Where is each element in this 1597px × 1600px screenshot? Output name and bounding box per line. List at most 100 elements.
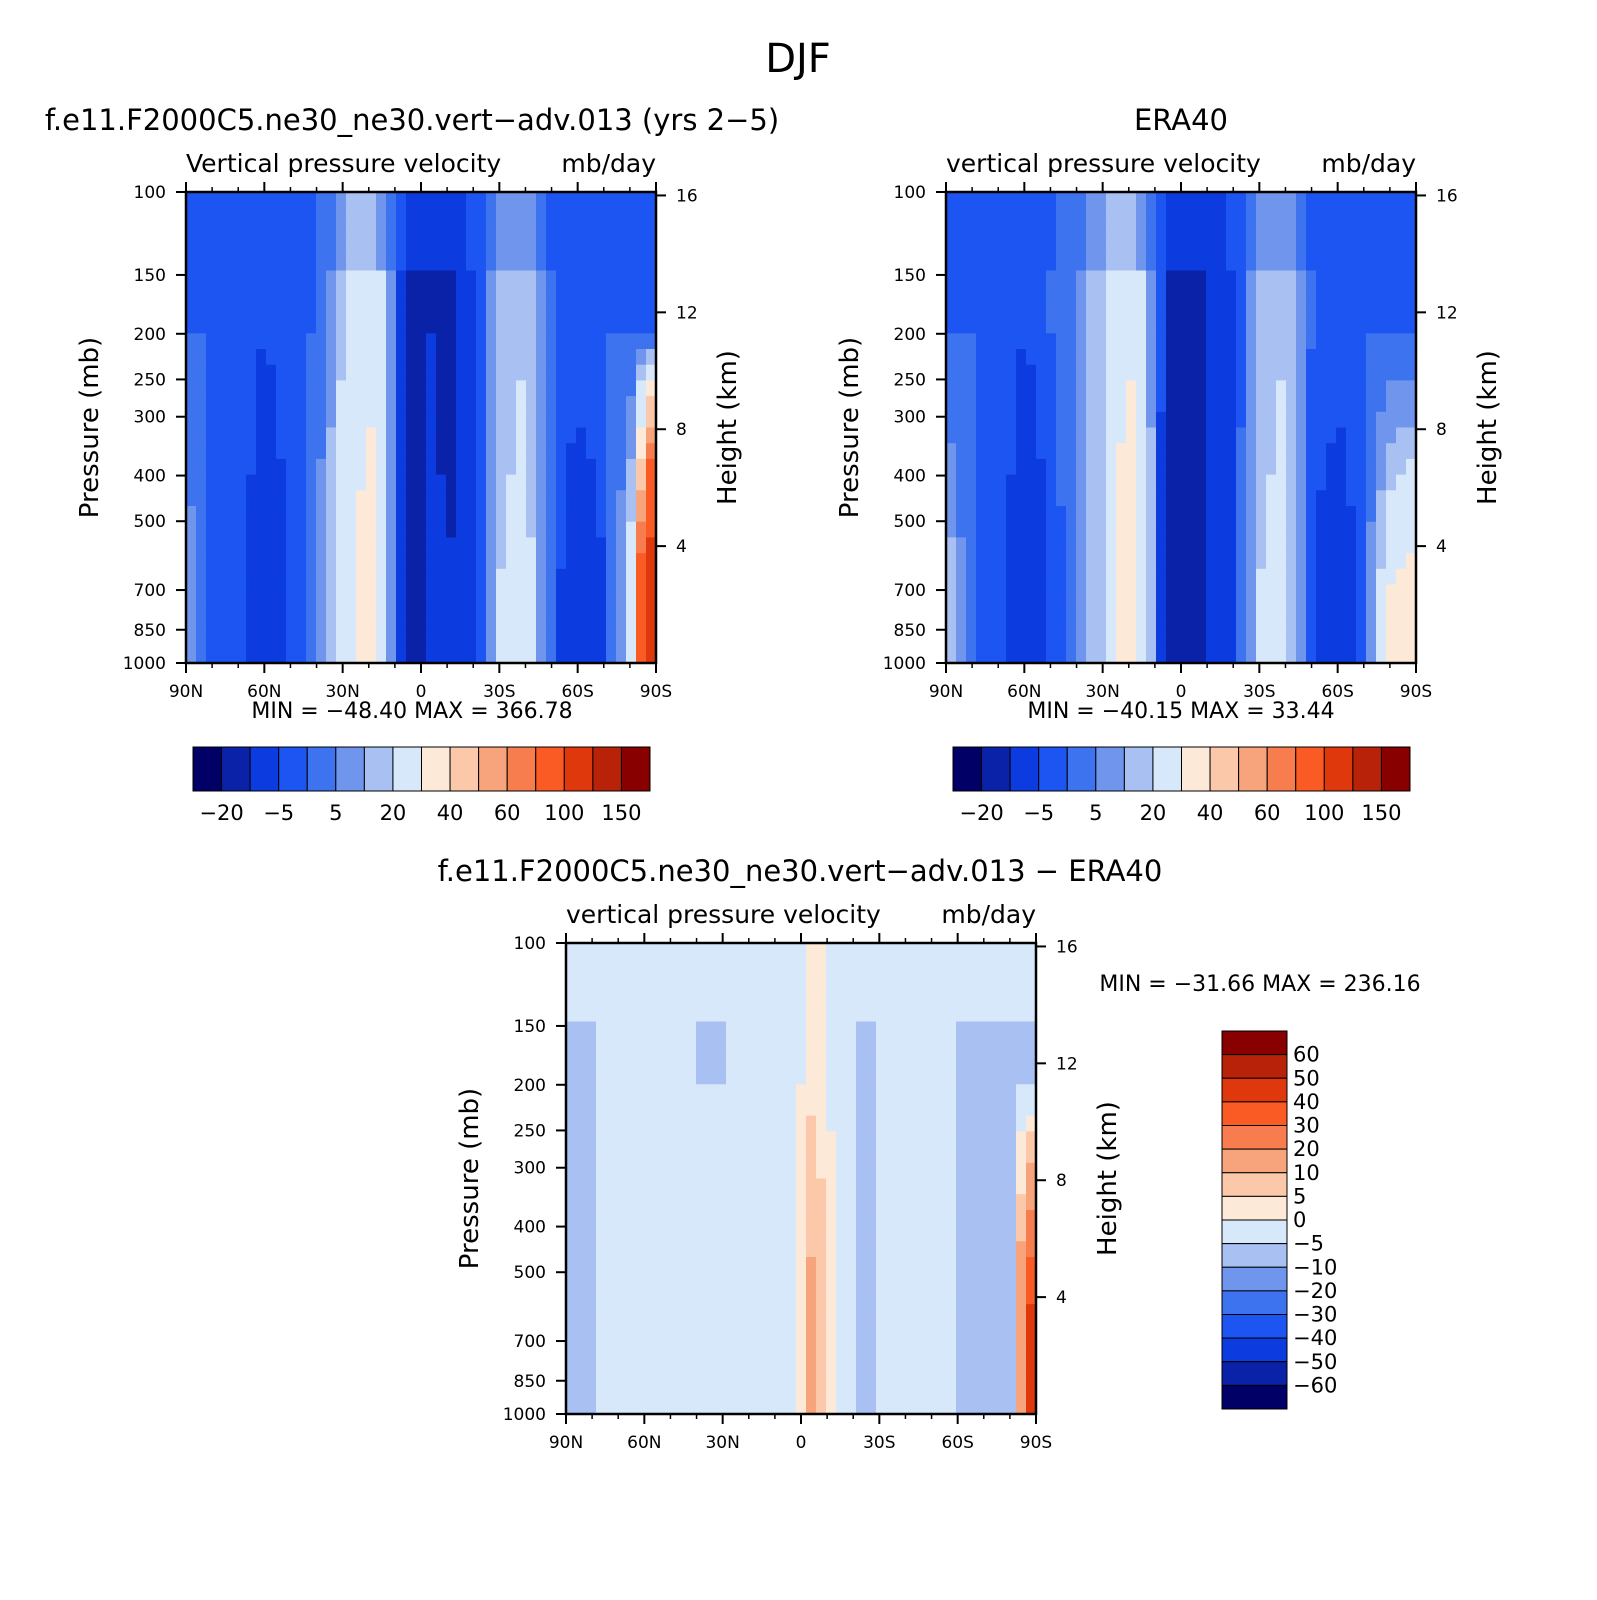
field-cell (806, 1021, 817, 1038)
field-cell (726, 1068, 737, 1085)
field-cell (736, 1257, 747, 1274)
field-cell (646, 1272, 657, 1289)
field-cell (716, 1037, 727, 1054)
field-cell (566, 380, 577, 397)
field-cell (956, 411, 967, 429)
field-cell (696, 1068, 707, 1085)
field-cell (636, 490, 647, 507)
field-cell (416, 553, 427, 570)
field-cell (1206, 301, 1217, 319)
field-cell (266, 380, 277, 397)
field-cell (1046, 270, 1057, 287)
field-cell (966, 1225, 977, 1242)
field-cell (506, 615, 517, 633)
field-cell (196, 396, 207, 413)
field-cell (726, 1052, 737, 1070)
field-cell (976, 490, 987, 507)
field-cell (1396, 631, 1407, 648)
field-cell (1186, 364, 1197, 381)
field-cell (696, 1319, 707, 1337)
field-cell (1176, 411, 1187, 429)
field-cell (996, 1257, 1007, 1274)
field-cell (936, 1398, 947, 1415)
field-cell (536, 631, 547, 648)
field-cell (256, 584, 267, 601)
field-cell (926, 1225, 937, 1242)
field-cell (536, 490, 547, 507)
field-cell (306, 380, 317, 397)
field-cell (916, 1037, 927, 1054)
field-cell (1016, 270, 1027, 287)
field-cell (636, 1021, 647, 1038)
field-cell (806, 974, 817, 991)
field-cell (996, 521, 1007, 538)
field-cell (386, 474, 397, 491)
field-cell (1336, 474, 1347, 491)
colorbar-box (1038, 746, 1068, 792)
colorbar-box (1221, 1148, 1288, 1174)
field-cell (416, 223, 427, 240)
colorbar-box (1209, 746, 1240, 792)
field-cell (1046, 568, 1057, 586)
field-cell (996, 223, 1007, 240)
field-cell (1116, 254, 1127, 272)
field-cell (606, 553, 617, 570)
field-cell (586, 506, 597, 523)
field-cell (616, 1162, 627, 1180)
field-cell (1156, 239, 1167, 256)
field-cell (986, 1241, 997, 1258)
field-cell (1386, 333, 1397, 350)
field-cell (816, 1351, 827, 1368)
field-cell (1216, 521, 1227, 538)
field-cell (236, 521, 247, 538)
field-cell (1276, 427, 1287, 444)
field-cell (1276, 364, 1287, 381)
field-cell (1216, 333, 1227, 350)
field-cell (566, 1241, 577, 1258)
field-cell (656, 1084, 667, 1101)
field-cell (1406, 537, 1417, 554)
field-cell (366, 458, 377, 476)
field-cell (1366, 474, 1377, 491)
field-cell (626, 1366, 637, 1384)
field-cell (576, 301, 587, 319)
field-cell (626, 1068, 637, 1085)
field-cell (1006, 349, 1017, 366)
field-cell (1006, 1005, 1017, 1023)
colorbar-box (221, 746, 251, 792)
field-cell (1256, 411, 1267, 429)
field-cell (726, 958, 737, 975)
field-cell (1026, 192, 1037, 209)
field-cell (626, 615, 637, 633)
field-cell (256, 474, 267, 491)
field-cell (476, 239, 487, 256)
field-cell (356, 427, 367, 444)
field-cell (1046, 537, 1057, 554)
field-cell (306, 553, 317, 570)
field-cell (1126, 537, 1137, 554)
field-cell (656, 974, 667, 991)
field-cell (746, 943, 757, 960)
field-cell (956, 1319, 967, 1337)
field-cell (1256, 474, 1267, 491)
field-cell (886, 1351, 897, 1368)
field-cell (936, 1319, 947, 1337)
field-cell (596, 1351, 607, 1368)
x-tick-label: 60N (247, 682, 281, 702)
field-cell (836, 1319, 847, 1337)
field-cell (1026, 521, 1037, 538)
field-cell (1026, 1005, 1037, 1023)
field-cell (506, 380, 517, 397)
field-cell (766, 943, 777, 960)
field-cell (626, 1162, 637, 1180)
field-cell (946, 958, 957, 975)
field-cell (876, 1257, 887, 1274)
field-cell (1156, 600, 1167, 617)
field-cell (786, 1147, 797, 1164)
field-cell (1176, 286, 1187, 303)
field-cell (916, 1194, 927, 1211)
field-cell (316, 317, 327, 334)
field-cell (876, 1335, 887, 1352)
field-cell (306, 254, 317, 272)
field-cell (586, 333, 597, 350)
